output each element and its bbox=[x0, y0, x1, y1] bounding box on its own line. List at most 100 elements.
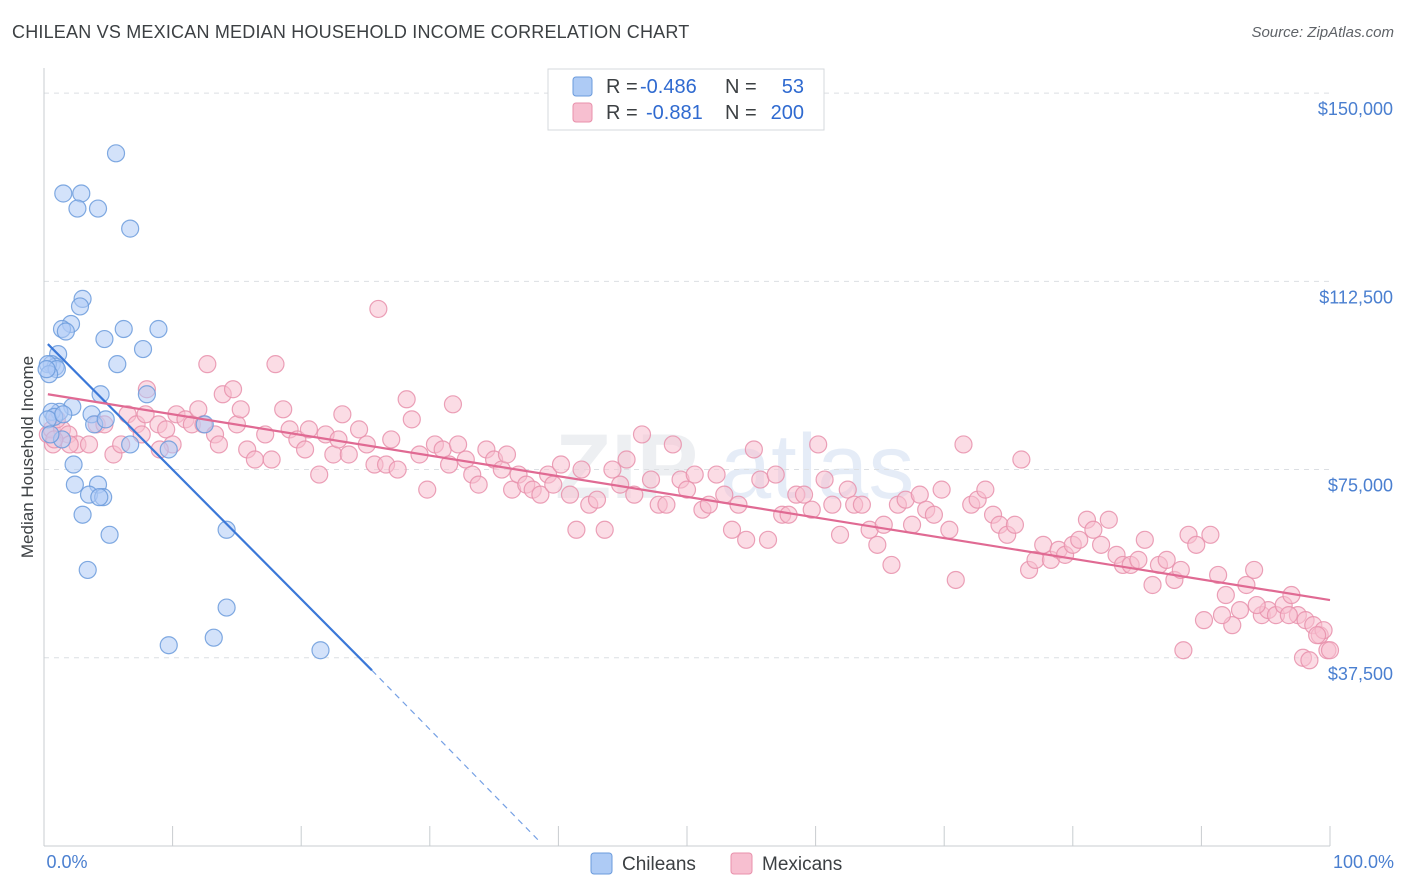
chileans-point-45 bbox=[159, 636, 178, 655]
mexicans-point-104 bbox=[751, 470, 770, 489]
y-tick-label-1: $112,500 bbox=[1319, 287, 1393, 307]
chileans-point-49 bbox=[41, 425, 60, 444]
chileans-point-14 bbox=[133, 339, 153, 359]
mexicans-point-158 bbox=[1143, 575, 1162, 595]
mexicans-point-118 bbox=[852, 495, 871, 514]
mexicans-point-77 bbox=[551, 455, 571, 474]
mexicans-point-186 bbox=[1279, 606, 1298, 625]
mexicans-point-148 bbox=[1070, 530, 1089, 549]
mexicans-point-151 bbox=[1091, 535, 1111, 554]
legend-swatch-mexicans bbox=[572, 102, 593, 123]
chileans-point-33 bbox=[159, 440, 178, 459]
chileans-point-35 bbox=[65, 475, 84, 494]
mexicans-point-94 bbox=[677, 480, 697, 499]
x-tick-label-left: 0.0% bbox=[46, 852, 87, 872]
mexicans-point-83 bbox=[595, 520, 614, 539]
mexicans-point-24 bbox=[198, 355, 217, 374]
mexicans-point-122 bbox=[882, 555, 901, 575]
x-tick-label-right: 100.0% bbox=[1333, 852, 1394, 872]
chileans-point-3 bbox=[68, 199, 87, 218]
mexicans-point-32 bbox=[245, 450, 265, 469]
mexicans-point-92 bbox=[663, 435, 682, 454]
mexicans-point-183 bbox=[1174, 641, 1193, 660]
bottom-legend-label-mexicans: Mexicans bbox=[762, 854, 842, 875]
chileans-point-10 bbox=[56, 322, 75, 341]
mexicans-point-41 bbox=[310, 465, 329, 484]
mexicans-point-88 bbox=[632, 425, 652, 444]
mexicans-point-120 bbox=[868, 535, 887, 554]
trend-lines bbox=[47, 343, 1331, 842]
mexicans-point-105 bbox=[758, 530, 778, 549]
y-tick-label-3: $37,500 bbox=[1328, 664, 1393, 684]
mexicans-point-61 bbox=[443, 395, 463, 414]
mexicans-point-102 bbox=[737, 530, 756, 549]
mexicans-point-156 bbox=[1129, 550, 1148, 569]
mexicans-point-87 bbox=[625, 485, 644, 504]
mexicans-point-98 bbox=[707, 465, 726, 484]
y-axis-tick-labels: $150,000 $112,500 $75,000 $37,500 bbox=[1318, 99, 1393, 684]
mexicans-point-160 bbox=[1157, 550, 1176, 569]
mexicans-point-74 bbox=[531, 485, 550, 504]
mexicans-point-28 bbox=[223, 380, 243, 399]
chart-title: CHILEAN VS MEXICAN MEDIAN HOUSEHOLD INCO… bbox=[12, 22, 690, 42]
mexicans-point-170 bbox=[1230, 600, 1250, 620]
legend-r-value-chileans: -0.486 bbox=[640, 76, 697, 98]
mexicans-point-172 bbox=[1245, 560, 1264, 580]
mexicans-point-188 bbox=[1300, 651, 1319, 670]
mexicans-point-17 bbox=[157, 420, 176, 439]
chileans-point-41 bbox=[100, 525, 119, 544]
mexicans-point-50 bbox=[369, 299, 388, 319]
mexicans-point-91 bbox=[657, 495, 676, 514]
y-axis-title: Median Household Income bbox=[18, 356, 37, 558]
mexicans-point-165 bbox=[1194, 611, 1214, 630]
mexicans-point-80 bbox=[572, 460, 591, 479]
legend-r-label-chileans: R = bbox=[606, 76, 638, 98]
chileans-point-7 bbox=[70, 297, 90, 316]
mexicans-point-162 bbox=[1171, 560, 1190, 580]
y-tick-label-2: $75,000 bbox=[1328, 476, 1393, 496]
mexicans-point-116 bbox=[838, 480, 857, 499]
chileans-point-11 bbox=[114, 319, 133, 339]
mexicans-point-168 bbox=[1216, 585, 1235, 605]
mexicans-point-54 bbox=[397, 390, 416, 409]
mexicans-point-140 bbox=[1012, 450, 1031, 469]
mexicans-point-22 bbox=[189, 400, 208, 419]
chileans-point-2 bbox=[72, 184, 91, 203]
legend-r-label-mexicans: R = bbox=[606, 102, 638, 124]
legend-swatch-chileans bbox=[572, 76, 593, 97]
mexicans-point-132 bbox=[954, 435, 973, 454]
mexicans-point-69 bbox=[497, 445, 517, 464]
chileans-point-48 bbox=[37, 360, 56, 379]
mexicans-point-110 bbox=[794, 485, 814, 504]
mexicans-point-45 bbox=[333, 405, 352, 424]
chileans-point-46 bbox=[204, 628, 223, 647]
mexicans-point-164 bbox=[1187, 535, 1206, 554]
mexicans-point-113 bbox=[815, 470, 834, 489]
mexicans-point-95 bbox=[685, 465, 704, 484]
mexicans-point-47 bbox=[349, 420, 369, 439]
watermark-atlas: atlas bbox=[720, 416, 914, 518]
mexicans-point-111 bbox=[802, 500, 821, 519]
chileans-point-34 bbox=[64, 455, 83, 474]
mexicans-point-35 bbox=[266, 355, 285, 374]
mexicans-point-84 bbox=[603, 460, 622, 479]
mexicans-point-30 bbox=[231, 400, 250, 419]
mexicans-point-89 bbox=[641, 470, 661, 489]
mexicans-point-59 bbox=[433, 440, 452, 459]
mexicans-point-128 bbox=[924, 505, 944, 524]
mexicans-point-150 bbox=[1084, 520, 1103, 539]
mexicans-point-114 bbox=[823, 495, 842, 514]
chileans-point-12 bbox=[149, 319, 168, 339]
mexicans-point-36 bbox=[274, 400, 293, 419]
chileans-point-42 bbox=[217, 520, 236, 539]
legend-n-value-mexicans: 200 bbox=[771, 102, 804, 124]
mexicans-point-184 bbox=[1212, 606, 1232, 625]
mexicans-point-55 bbox=[402, 410, 421, 429]
mexicans-point-143 bbox=[1034, 535, 1053, 554]
mexicans-point-57 bbox=[418, 480, 437, 499]
mexicans-point-53 bbox=[388, 460, 407, 479]
chileans-point-31 bbox=[121, 435, 140, 454]
mexicans-point-76 bbox=[544, 475, 563, 494]
chart-source: Source: ZipAtlas.com bbox=[1251, 24, 1394, 41]
chileans-point-1 bbox=[54, 184, 73, 203]
